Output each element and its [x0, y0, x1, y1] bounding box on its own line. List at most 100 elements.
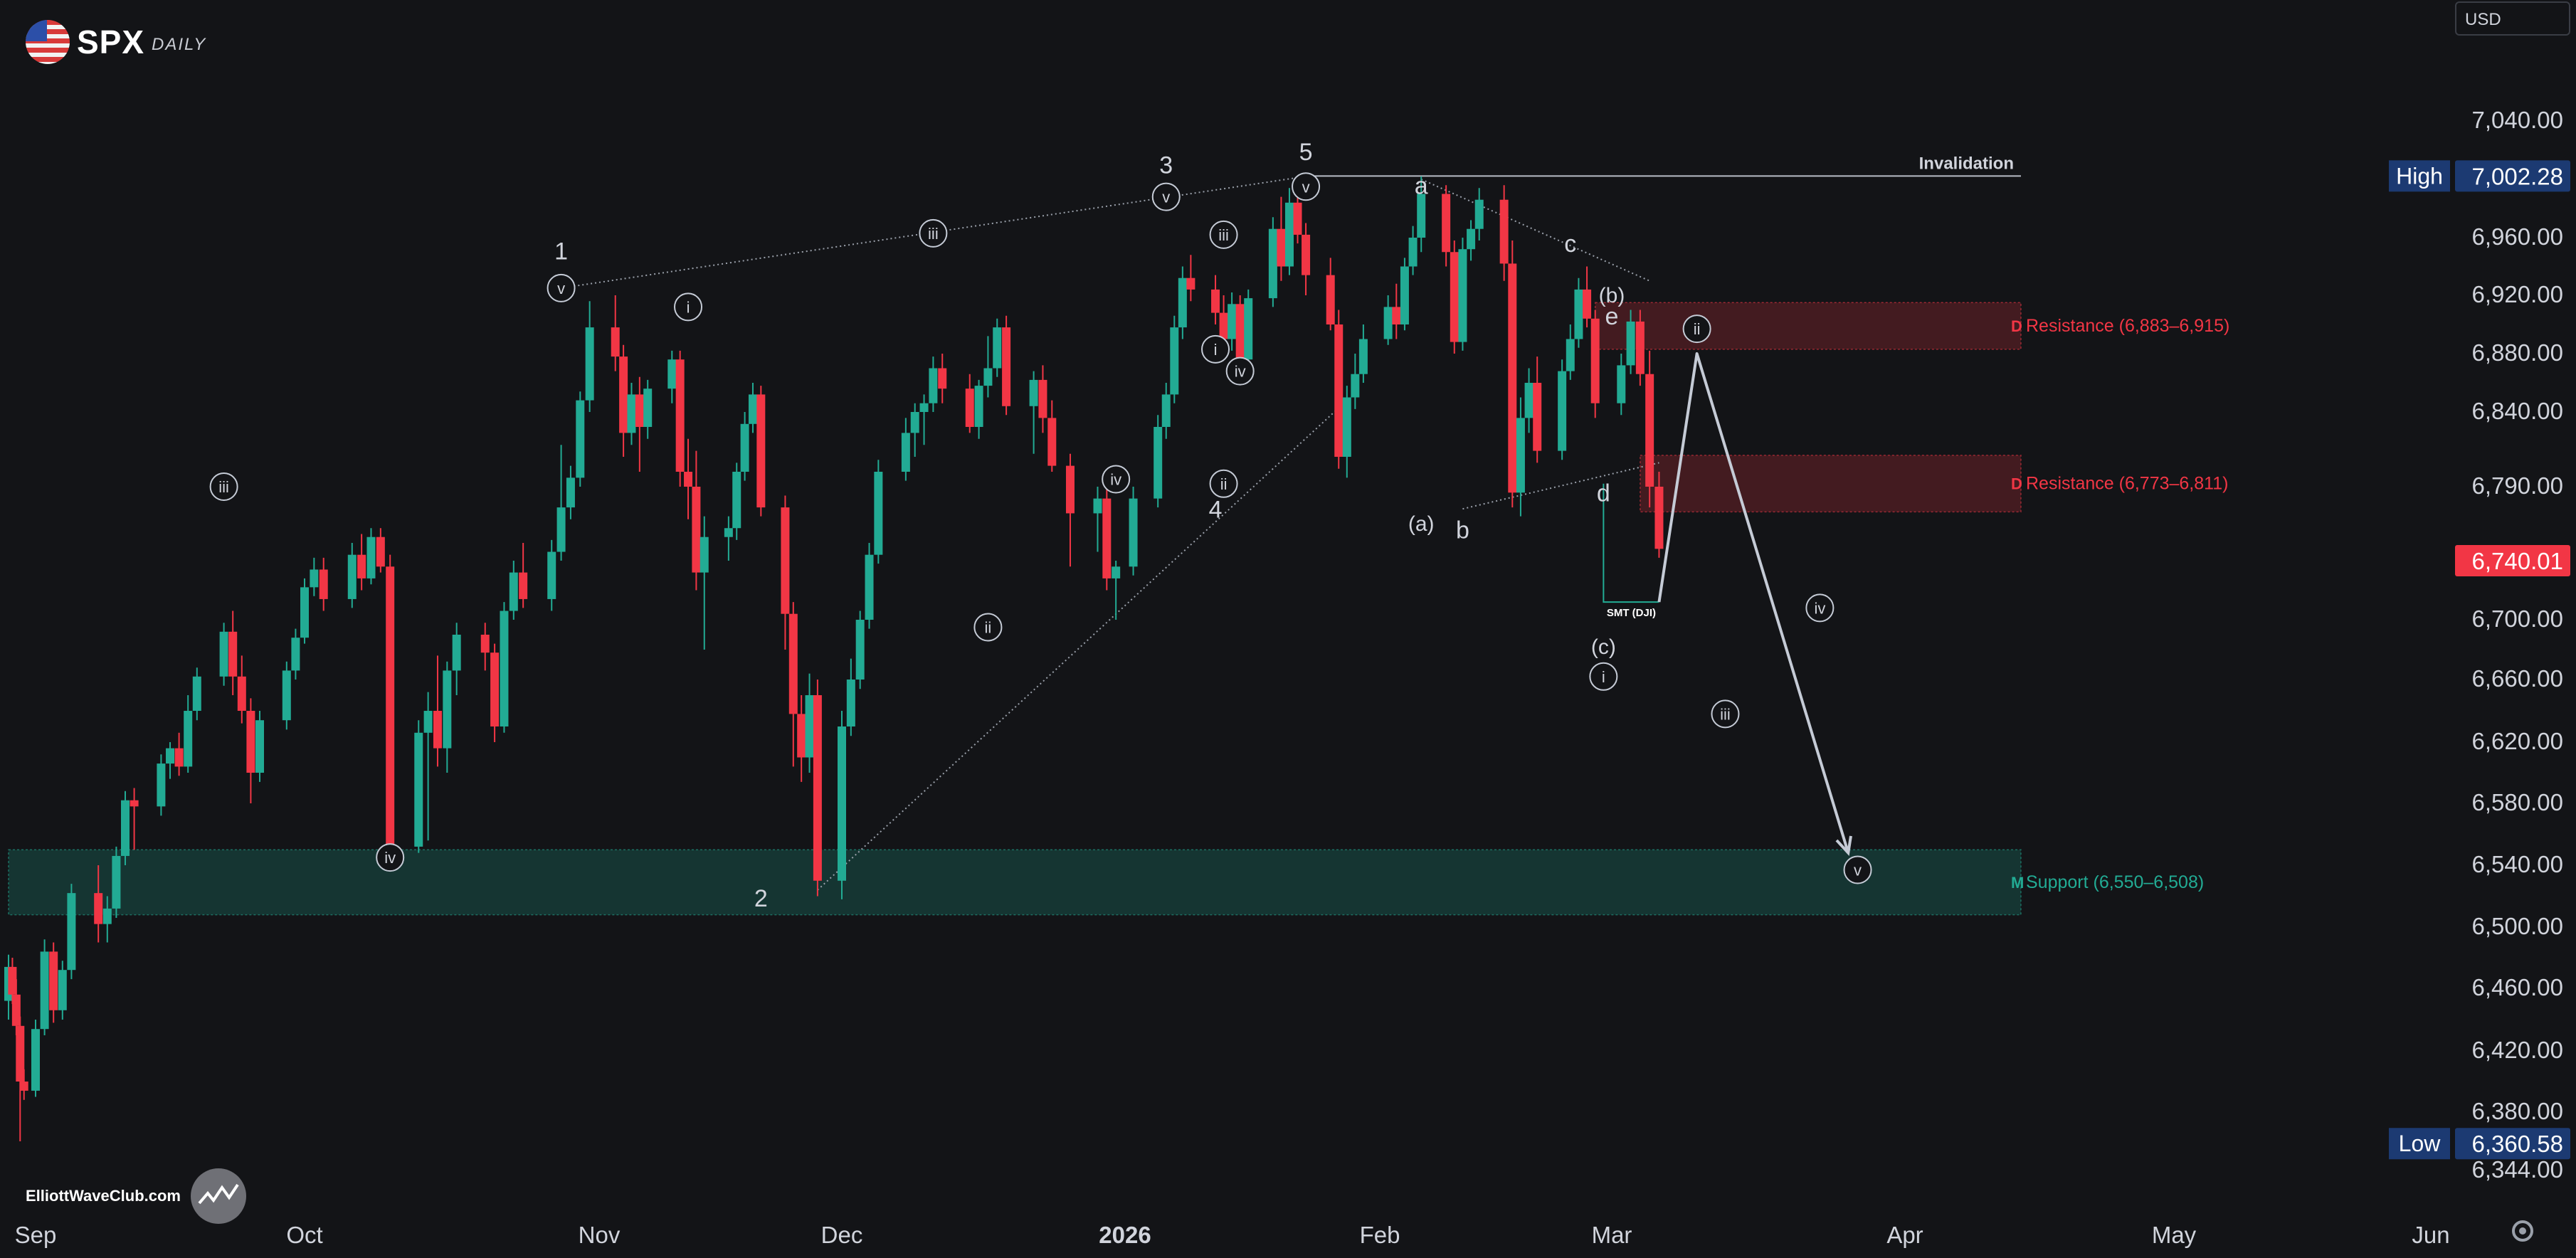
- wave-label: iv: [1110, 471, 1121, 489]
- y-tick-label: 6,920.00: [2472, 281, 2563, 307]
- wave-label: v: [1854, 862, 1862, 879]
- candle: [797, 714, 806, 758]
- candle: [1574, 289, 1583, 339]
- candle: [1467, 228, 1476, 250]
- price-badge: 6,740.01: [2455, 544, 2570, 576]
- candle: [740, 423, 749, 472]
- candle: [1268, 228, 1277, 299]
- candle: [40, 951, 49, 1030]
- wave-label: iii: [218, 478, 229, 496]
- y-tick-label: 6,460.00: [2472, 974, 2563, 1000]
- wave-circle: [1102, 465, 1131, 494]
- candle: [805, 695, 814, 758]
- candle: [846, 680, 855, 726]
- trendline: [1420, 179, 1650, 282]
- x-tick-label: Jun: [2412, 1222, 2449, 1248]
- candle: [1154, 427, 1163, 499]
- watermark: ElliottWaveClub.com: [26, 1168, 246, 1224]
- candle: [1102, 498, 1112, 578]
- y-tick-label: 6,840.00: [2472, 398, 2563, 424]
- candle: [965, 388, 974, 427]
- candle: [1474, 199, 1484, 229]
- candle: [1219, 312, 1228, 339]
- wave-circle: [1682, 314, 1711, 344]
- candle: [291, 638, 300, 671]
- x-tick-label: Mar: [1592, 1222, 1632, 1248]
- candle: [480, 635, 490, 653]
- candle: [376, 536, 385, 567]
- candle: [1002, 327, 1011, 406]
- candle: [11, 994, 21, 1026]
- wave-circle: [919, 218, 948, 248]
- currency-select[interactable]: USD: [2455, 1, 2570, 36]
- wave-circle: [376, 843, 405, 872]
- candle: [219, 631, 228, 677]
- candle: [1442, 194, 1451, 253]
- y-tick-label: 6,500.00: [2472, 913, 2563, 939]
- price-badge-value: 7,002.28: [2472, 163, 2563, 189]
- wave-circle: [1589, 662, 1618, 691]
- candle: [1635, 321, 1645, 374]
- candle: [1093, 498, 1102, 514]
- candle: [1417, 194, 1426, 238]
- candle: [1235, 304, 1245, 360]
- wave-circle: [1201, 334, 1230, 364]
- candle: [684, 472, 693, 487]
- wave-circle: [1805, 593, 1835, 623]
- candle: [566, 477, 575, 508]
- candle: [585, 327, 594, 401]
- candle: [700, 536, 709, 573]
- candle: [246, 711, 255, 773]
- candle: [1645, 374, 1654, 487]
- candle: [184, 711, 193, 767]
- candle: [347, 554, 357, 599]
- candle: [319, 569, 328, 599]
- y-tick-label: 6,344.00: [2472, 1156, 2563, 1183]
- candle: [300, 587, 309, 638]
- candle: [1065, 465, 1075, 514]
- wave-label: 5: [1299, 139, 1313, 166]
- candle: [788, 613, 798, 714]
- candle: [1508, 263, 1517, 493]
- candle: [1516, 418, 1525, 493]
- candle: [357, 554, 366, 578]
- candle: [1342, 397, 1351, 457]
- candle: [19, 1082, 28, 1091]
- us-flag-globe-icon: [26, 20, 70, 64]
- candle: [1293, 202, 1302, 235]
- candle: [748, 394, 757, 424]
- zone-label: Support (6,550–6,508): [2026, 872, 2204, 892]
- candle: [1211, 289, 1220, 313]
- candle: [490, 652, 500, 726]
- candle: [1408, 238, 1418, 267]
- x-tick-label: Apr: [1886, 1222, 1923, 1248]
- wave-label: v: [557, 280, 565, 297]
- wave-label: iv: [1235, 363, 1246, 381]
- price-badge-box: [2455, 544, 2570, 576]
- candle: [94, 893, 103, 924]
- candle: [1186, 278, 1195, 290]
- wave-label: d: [1597, 480, 1610, 507]
- candle: [423, 711, 433, 733]
- candle: [1590, 318, 1600, 403]
- candle: [1112, 566, 1121, 578]
- candle: [433, 711, 442, 749]
- y-tick-label: 6,790.00: [2472, 472, 2563, 499]
- y-tick-label: 6,960.00: [2472, 223, 2563, 250]
- candle: [452, 635, 461, 671]
- candle: [1170, 327, 1179, 395]
- wave-circle: [1209, 220, 1238, 249]
- x-tick-label: Oct: [286, 1222, 322, 1248]
- settings-gear-icon[interactable]: [2512, 1220, 2533, 1242]
- wave-label: 3: [1159, 152, 1173, 179]
- wave-label: iv: [1814, 599, 1825, 617]
- x-tick-label: Feb: [1360, 1222, 1400, 1248]
- price-badge-box: [2455, 1128, 2570, 1160]
- candle: [1558, 371, 1567, 451]
- candle: [635, 394, 644, 427]
- candle: [1284, 202, 1294, 267]
- candle: [874, 472, 883, 555]
- candle: [1400, 266, 1409, 324]
- candle: [310, 569, 319, 588]
